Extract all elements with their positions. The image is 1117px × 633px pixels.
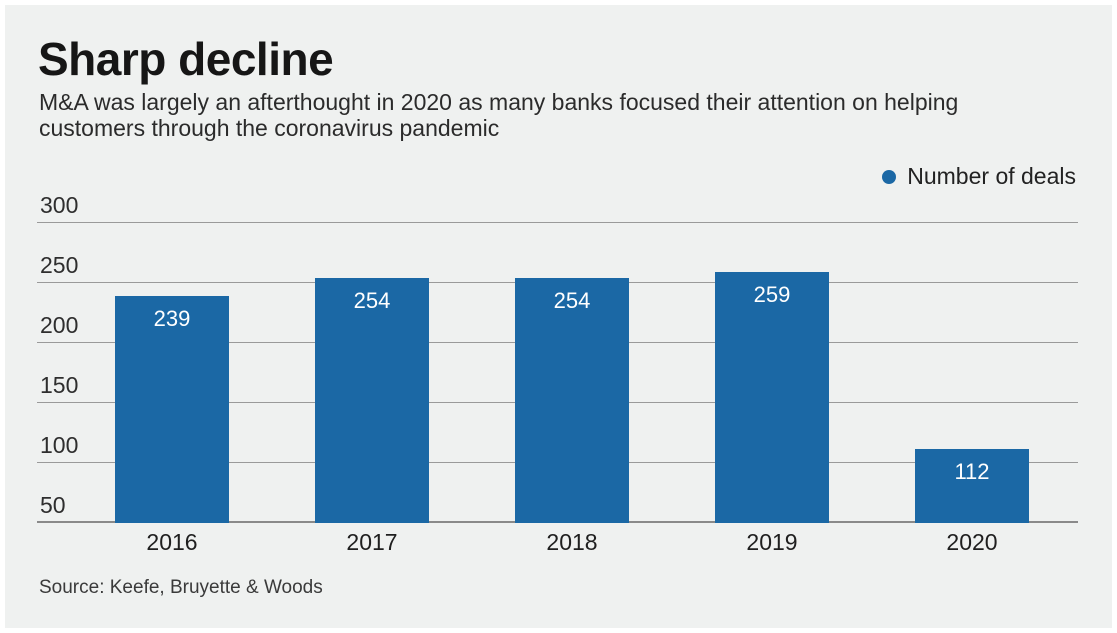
legend: Number of deals <box>882 163 1076 190</box>
bar-2016: 239 <box>115 296 229 523</box>
bar-value-label-2020: 112 <box>954 458 990 484</box>
bar-2018: 254 <box>515 278 629 523</box>
y-axis-tick-300: 300 <box>40 192 79 218</box>
x-axis-tick-2017: 2017 <box>346 529 398 555</box>
plot-area: 50 100 150 200 250 300 239 2016 254 2017 254 2018 25… <box>37 194 1078 555</box>
chart-subtitle: M&A was largely an afterthought in 2020 … <box>39 89 959 141</box>
legend-label: Number of deals <box>907 163 1076 189</box>
bar-value-label-2019: 259 <box>753 282 791 308</box>
bar-2020: 112 <box>915 448 1029 523</box>
y-axis-tick-200: 200 <box>40 312 79 338</box>
bar-value-label-2018: 254 <box>553 288 591 314</box>
y-axis-tick-250: 250 <box>40 252 79 278</box>
x-axis-tick-2018: 2018 <box>546 529 598 555</box>
y-axis-tick-150: 150 <box>40 372 79 398</box>
y-axis-tick-50: 50 <box>40 492 66 518</box>
bar-2019: 259 <box>715 272 829 523</box>
legend-dot-icon <box>882 169 897 184</box>
chart-title: Sharp decline <box>38 33 334 85</box>
x-axis-tick-2016: 2016 <box>146 529 198 555</box>
bar-value-label-2017: 254 <box>353 288 391 314</box>
x-axis-tick-2019: 2019 <box>746 529 798 555</box>
bar-2017: 254 <box>315 278 429 523</box>
y-axis-tick-100: 100 <box>40 432 79 458</box>
gridline-300 <box>37 221 1078 223</box>
chart-card: Sharp decline M&A was largely an afterth… <box>5 5 1112 628</box>
bar-value-label-2016: 239 <box>153 306 191 332</box>
source-attribution: Source: Keefe, Bruyette & Woods <box>39 577 323 598</box>
x-axis-tick-2020: 2020 <box>946 529 998 555</box>
